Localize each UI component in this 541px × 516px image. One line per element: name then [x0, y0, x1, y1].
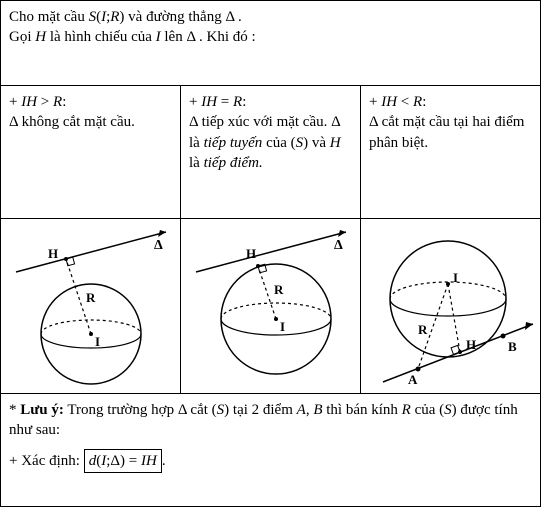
note-cell: * Lưu ý: Trong trường hợp Δ cắt (S) tại …: [1, 394, 541, 507]
diagram-3-svg: I A B H R: [363, 224, 538, 389]
case-3-condition: + IH < R:: [369, 94, 426, 110]
main-table: Cho mặt cầu S(I;R) và đường thẳng Δ . Gọ…: [0, 0, 541, 507]
delta-label: Δ: [334, 238, 343, 253]
r-label: R: [86, 290, 96, 305]
case-3-cell: + IH < R: Δ cắt mặt cầu tại hai điểm phâ…: [361, 86, 541, 219]
r-label: R: [418, 322, 428, 337]
i-label: I: [95, 334, 100, 349]
case-2-cell: + IH = R: Δ tiếp xúc với mặt cầu. Δ là t…: [181, 86, 361, 219]
h-label: H: [48, 246, 58, 261]
r-label: R: [274, 282, 284, 297]
note-line2: + Xác định: d(I;Δ) = IH.: [9, 453, 166, 469]
case-1-desc: Δ không cắt mặt cầu.: [9, 114, 135, 130]
case-1-cell: + IH > R: Δ không cắt mặt cầu.: [1, 86, 181, 219]
header-cell: Cho mặt cầu S(I;R) và đường thẳng Δ . Gọ…: [1, 1, 541, 86]
note-line1: * Lưu ý: Trong trường hợp Δ cắt (S) tại …: [9, 402, 518, 438]
case-2-condition: + IH = R:: [189, 94, 246, 110]
case-2-desc: Δ tiếp xúc với mặt cầu. Δ là tiếp tuyến …: [189, 114, 341, 171]
diagram-2-svg: Δ I R H: [186, 224, 356, 389]
delta-label: Δ: [154, 238, 163, 253]
diagram-3-cell: I A B H R: [361, 219, 541, 394]
document-root: Cho mặt cầu S(I;R) và đường thẳng Δ . Gọ…: [0, 0, 541, 516]
case-1-condition: + IH > R:: [9, 94, 66, 110]
h-label: H: [246, 246, 256, 261]
b-label: B: [508, 339, 517, 354]
a-label: A: [408, 372, 418, 387]
diagram-2-cell: Δ I R H: [181, 219, 361, 394]
h-label: H: [466, 337, 476, 352]
i-label: I: [280, 319, 285, 334]
i-label: I: [453, 270, 458, 285]
header-text: Cho mặt cầu S(I;R) và đường thẳng Δ . Gọ…: [9, 9, 256, 45]
formula-box: d(I;Δ) = IH: [84, 449, 162, 473]
case-3-desc: Δ cắt mặt cầu tại hai điểm phân biệt.: [369, 114, 524, 150]
diagram-1-svg: Δ I R H: [6, 224, 176, 389]
diagram-1-cell: Δ I R H: [1, 219, 181, 394]
